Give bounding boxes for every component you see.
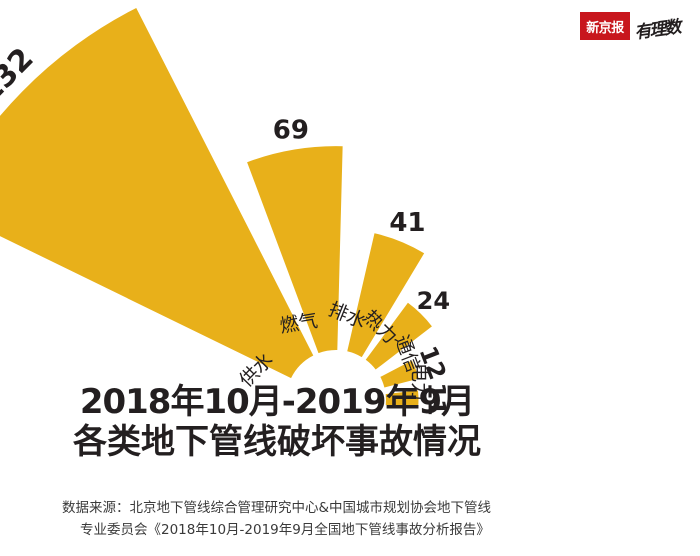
value-label-热力: 24 — [417, 287, 450, 315]
chart-title-line1: 2018年10月-2019年9月 — [79, 382, 475, 422]
bar-燃气 — [247, 146, 343, 354]
bar-通信 — [380, 360, 419, 388]
value-label-电力: 11 — [422, 382, 450, 416]
bar-热力 — [365, 302, 432, 370]
bar-供水 — [0, 7, 314, 379]
category-label-电力: 电力 — [408, 363, 430, 401]
source-note-line2: 专业委员会《2018年10月-2019年9月全国地下管线事故分析报告》 — [80, 522, 490, 538]
source-note-line1: 数据来源：北京地下管线综合管理研究中心&中国城市规划协会地下管线 — [62, 500, 492, 516]
bar-排水 — [347, 233, 425, 358]
value-label-燃气: 69 — [273, 115, 309, 145]
value-label-排水: 41 — [389, 208, 425, 238]
brand-logo: 新京报 — [580, 12, 630, 40]
bar-电力 — [385, 390, 419, 409]
chart-title-line2: 各类地下管线破坏事故情况 — [73, 422, 481, 462]
